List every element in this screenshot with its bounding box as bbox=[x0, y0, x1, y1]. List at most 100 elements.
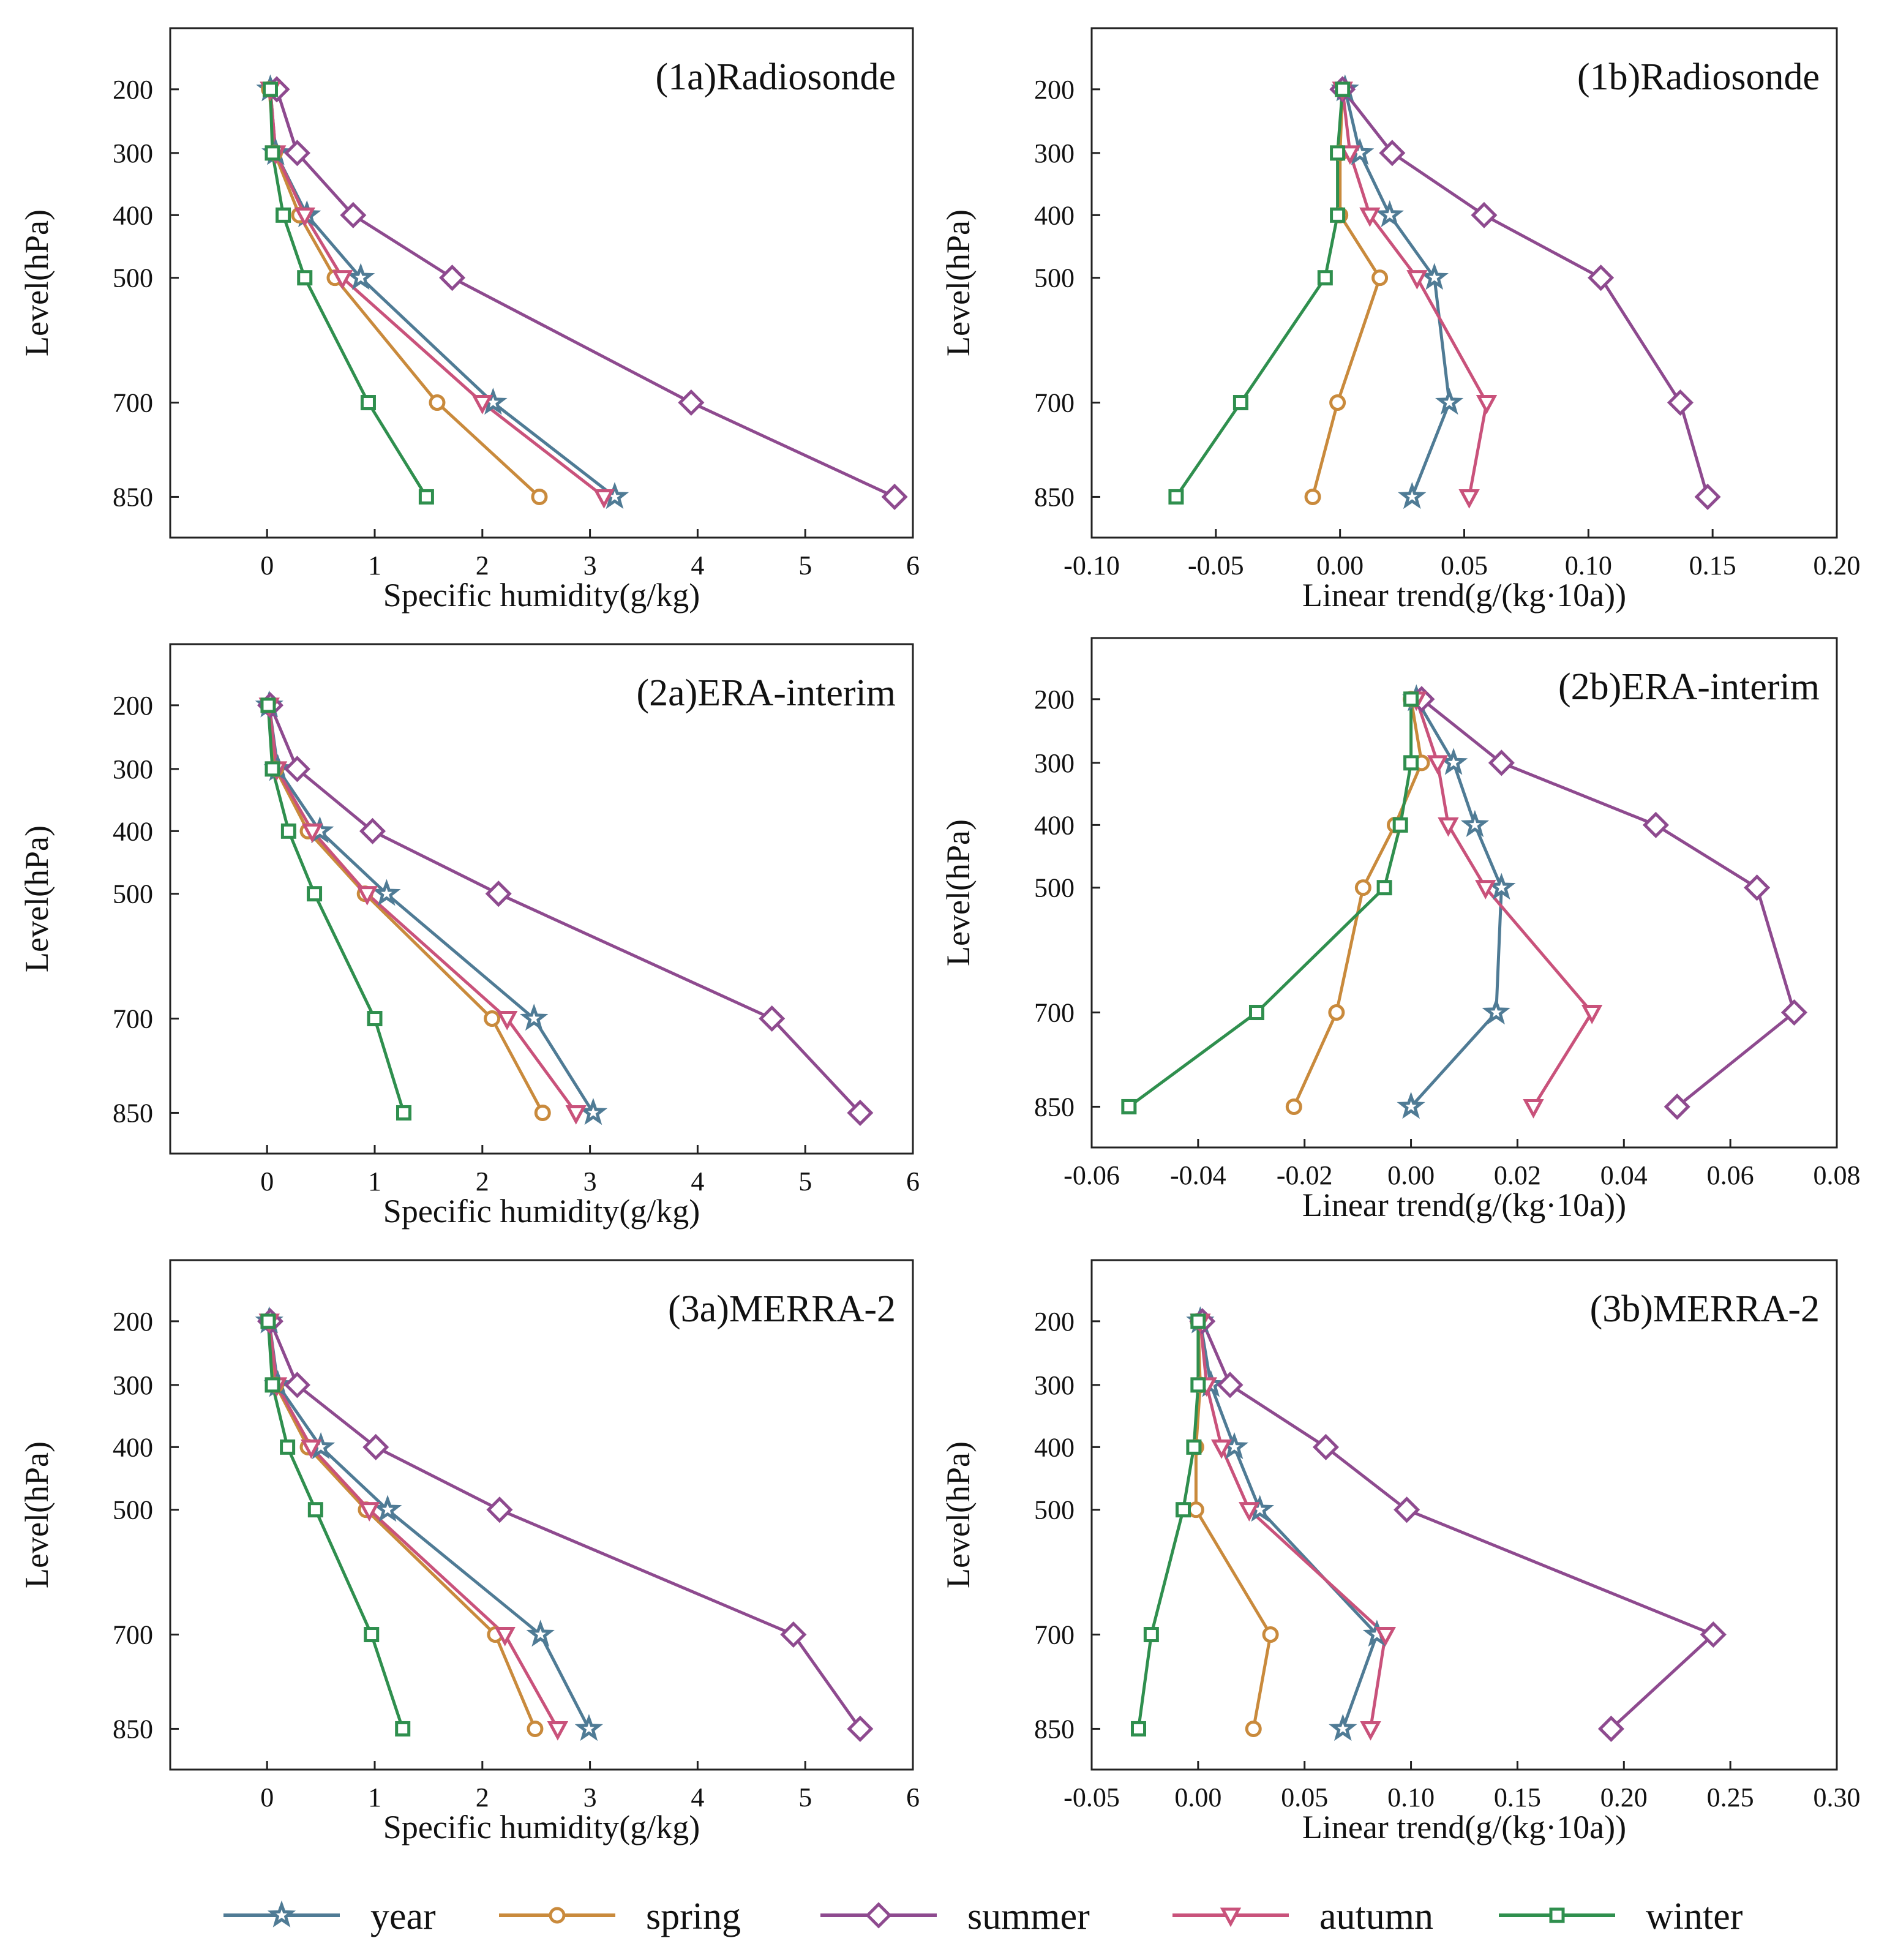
y-tick-label: 850 bbox=[113, 1098, 153, 1128]
x-tick-label: 0 bbox=[260, 1782, 274, 1812]
chart-panel-2b: -0.06 -0.04 -0.02 0.00 0.02 0.04 0.06 0.08 200 30… bbox=[940, 637, 1861, 1223]
data-point-autumn bbox=[565, 1105, 587, 1125]
data-point-winter bbox=[1392, 817, 1408, 833]
data-point-winter bbox=[1232, 395, 1248, 411]
data-point-year bbox=[1482, 997, 1510, 1025]
legend-item-summer: summer bbox=[820, 1896, 1090, 1937]
data-point-autumn bbox=[1375, 1627, 1397, 1646]
data-point-year bbox=[373, 1495, 402, 1522]
x-tick-label: 3 bbox=[583, 1782, 597, 1812]
y-axis-title: Level(hPa) bbox=[18, 209, 55, 356]
x-tick-label: 1 bbox=[368, 1782, 381, 1812]
y-tick-label: 700 bbox=[113, 1620, 153, 1650]
data-point-winter bbox=[260, 1313, 276, 1329]
data-point-year bbox=[574, 1714, 603, 1741]
data-point-spring bbox=[531, 488, 548, 505]
data-point-summer bbox=[759, 1005, 786, 1032]
data-point-summer bbox=[362, 1433, 389, 1460]
y-tick-label: 300 bbox=[1034, 138, 1075, 168]
data-point-autumn bbox=[1476, 395, 1498, 415]
data-point-winter bbox=[395, 1721, 411, 1737]
plot-frame bbox=[169, 643, 914, 1155]
legend-label: spring bbox=[646, 1896, 741, 1937]
series-line-spring bbox=[1194, 1321, 1272, 1729]
data-point-year bbox=[1435, 388, 1464, 415]
chart-panel-1a: 0 1 2 3 4 5 6 200 300 400 500 700 850 Specific humidi… bbox=[18, 27, 920, 614]
legend-label: winter bbox=[1646, 1896, 1743, 1937]
data-point-year bbox=[1460, 809, 1490, 838]
data-point-summer bbox=[340, 201, 367, 228]
series-line-autumn bbox=[1198, 1321, 1387, 1729]
x-tick-label: 4 bbox=[691, 550, 704, 580]
data-point-summer bbox=[1780, 999, 1807, 1026]
data-point-winter bbox=[264, 1377, 280, 1393]
y-tick-label: 850 bbox=[113, 1714, 153, 1744]
data-point-summer bbox=[1471, 201, 1498, 228]
data-point-year bbox=[520, 1004, 549, 1031]
data-point-autumn bbox=[494, 1627, 516, 1646]
y-tick-label: 400 bbox=[113, 1432, 153, 1462]
y-tick-label: 500 bbox=[1034, 873, 1075, 903]
chart-panel-2a: 0 1 2 3 4 5 6 200 300 400 500 700 850 Specific humidi… bbox=[18, 643, 920, 1230]
data-point-autumn bbox=[593, 489, 615, 509]
data-point-summer bbox=[1379, 140, 1406, 167]
x-tick-label: 2 bbox=[476, 1166, 489, 1196]
legend-item-winter: winter bbox=[1499, 1896, 1743, 1937]
data-point-winter bbox=[360, 395, 376, 411]
series-line-winter bbox=[269, 89, 428, 498]
data-point-summer bbox=[1488, 749, 1515, 776]
y-tick-label: 300 bbox=[113, 754, 153, 784]
data-point-summer bbox=[1694, 483, 1721, 510]
panel-title: (3b)MERRA-2 bbox=[1590, 1288, 1820, 1330]
x-tick-label: 2 bbox=[476, 550, 489, 580]
x-axis-title: Linear trend(g/(kg·10a)) bbox=[1302, 1187, 1626, 1223]
x-tick-label: -0.05 bbox=[1064, 1782, 1120, 1812]
x-tick-label: 0.00 bbox=[1316, 550, 1364, 580]
series-line-summer bbox=[275, 89, 896, 498]
x-tick-label: 0.00 bbox=[1387, 1160, 1435, 1190]
x-tick-label: 5 bbox=[798, 1782, 812, 1812]
chart-panel-1b: -0.10 -0.05 0.00 0.05 0.10 0.15 0.20 200 300 400 5… bbox=[940, 27, 1861, 614]
data-point-autumn bbox=[497, 1011, 518, 1031]
data-point-autumn bbox=[1438, 817, 1459, 837]
data-point-year bbox=[347, 263, 375, 290]
data-point-spring bbox=[534, 1104, 551, 1121]
y-axis-title: Level(hPa) bbox=[18, 1441, 55, 1588]
legend-item-autumn: autumn bbox=[1172, 1896, 1433, 1937]
y-tick-label: 700 bbox=[1034, 998, 1075, 1028]
data-point-winter bbox=[264, 145, 280, 161]
series-line-winter bbox=[266, 705, 405, 1114]
data-point-spring bbox=[1328, 1004, 1345, 1021]
legend-marker-spring bbox=[549, 1907, 566, 1924]
data-point-winter bbox=[364, 1627, 380, 1643]
x-tick-label: -0.06 bbox=[1064, 1160, 1120, 1190]
data-point-spring bbox=[1354, 879, 1371, 896]
data-point-summer bbox=[847, 1099, 874, 1126]
y-tick-label: 400 bbox=[113, 816, 153, 846]
data-point-winter bbox=[1248, 1005, 1264, 1021]
y-tick-label: 200 bbox=[1034, 1307, 1075, 1337]
chart-panel-3a: 0 1 2 3 4 5 6 200 300 400 500 700 850 Specific humidi… bbox=[18, 1259, 920, 1845]
y-axis-title: Level(hPa) bbox=[940, 819, 977, 966]
y-tick-label: 850 bbox=[1034, 1714, 1075, 1744]
series-line-year bbox=[269, 89, 616, 498]
data-point-winter bbox=[1130, 1721, 1146, 1737]
data-point-winter bbox=[1186, 1439, 1202, 1455]
x-tick-label: 3 bbox=[583, 1166, 597, 1196]
x-tick-label: -0.02 bbox=[1277, 1160, 1333, 1190]
data-point-summer bbox=[1312, 1433, 1340, 1460]
data-point-summer bbox=[439, 265, 466, 291]
data-point-spring bbox=[527, 1720, 544, 1737]
x-tick-label: 0.10 bbox=[1387, 1782, 1435, 1812]
panel-title: (1a)Radiosonde bbox=[655, 56, 896, 98]
y-tick-label: 200 bbox=[1034, 685, 1075, 715]
y-tick-label: 700 bbox=[113, 388, 153, 418]
x-tick-label: 0.02 bbox=[1494, 1160, 1541, 1190]
data-point-summer bbox=[678, 389, 705, 416]
x-axis-title: Specific humidity(g/kg) bbox=[383, 1809, 700, 1845]
x-tick-label: 0.30 bbox=[1814, 1782, 1861, 1812]
legend-marker-summer bbox=[865, 1902, 892, 1929]
legend-marker-year bbox=[267, 1900, 296, 1928]
x-tick-label: 0.25 bbox=[1707, 1782, 1754, 1812]
x-tick-label: 0.20 bbox=[1814, 550, 1861, 580]
